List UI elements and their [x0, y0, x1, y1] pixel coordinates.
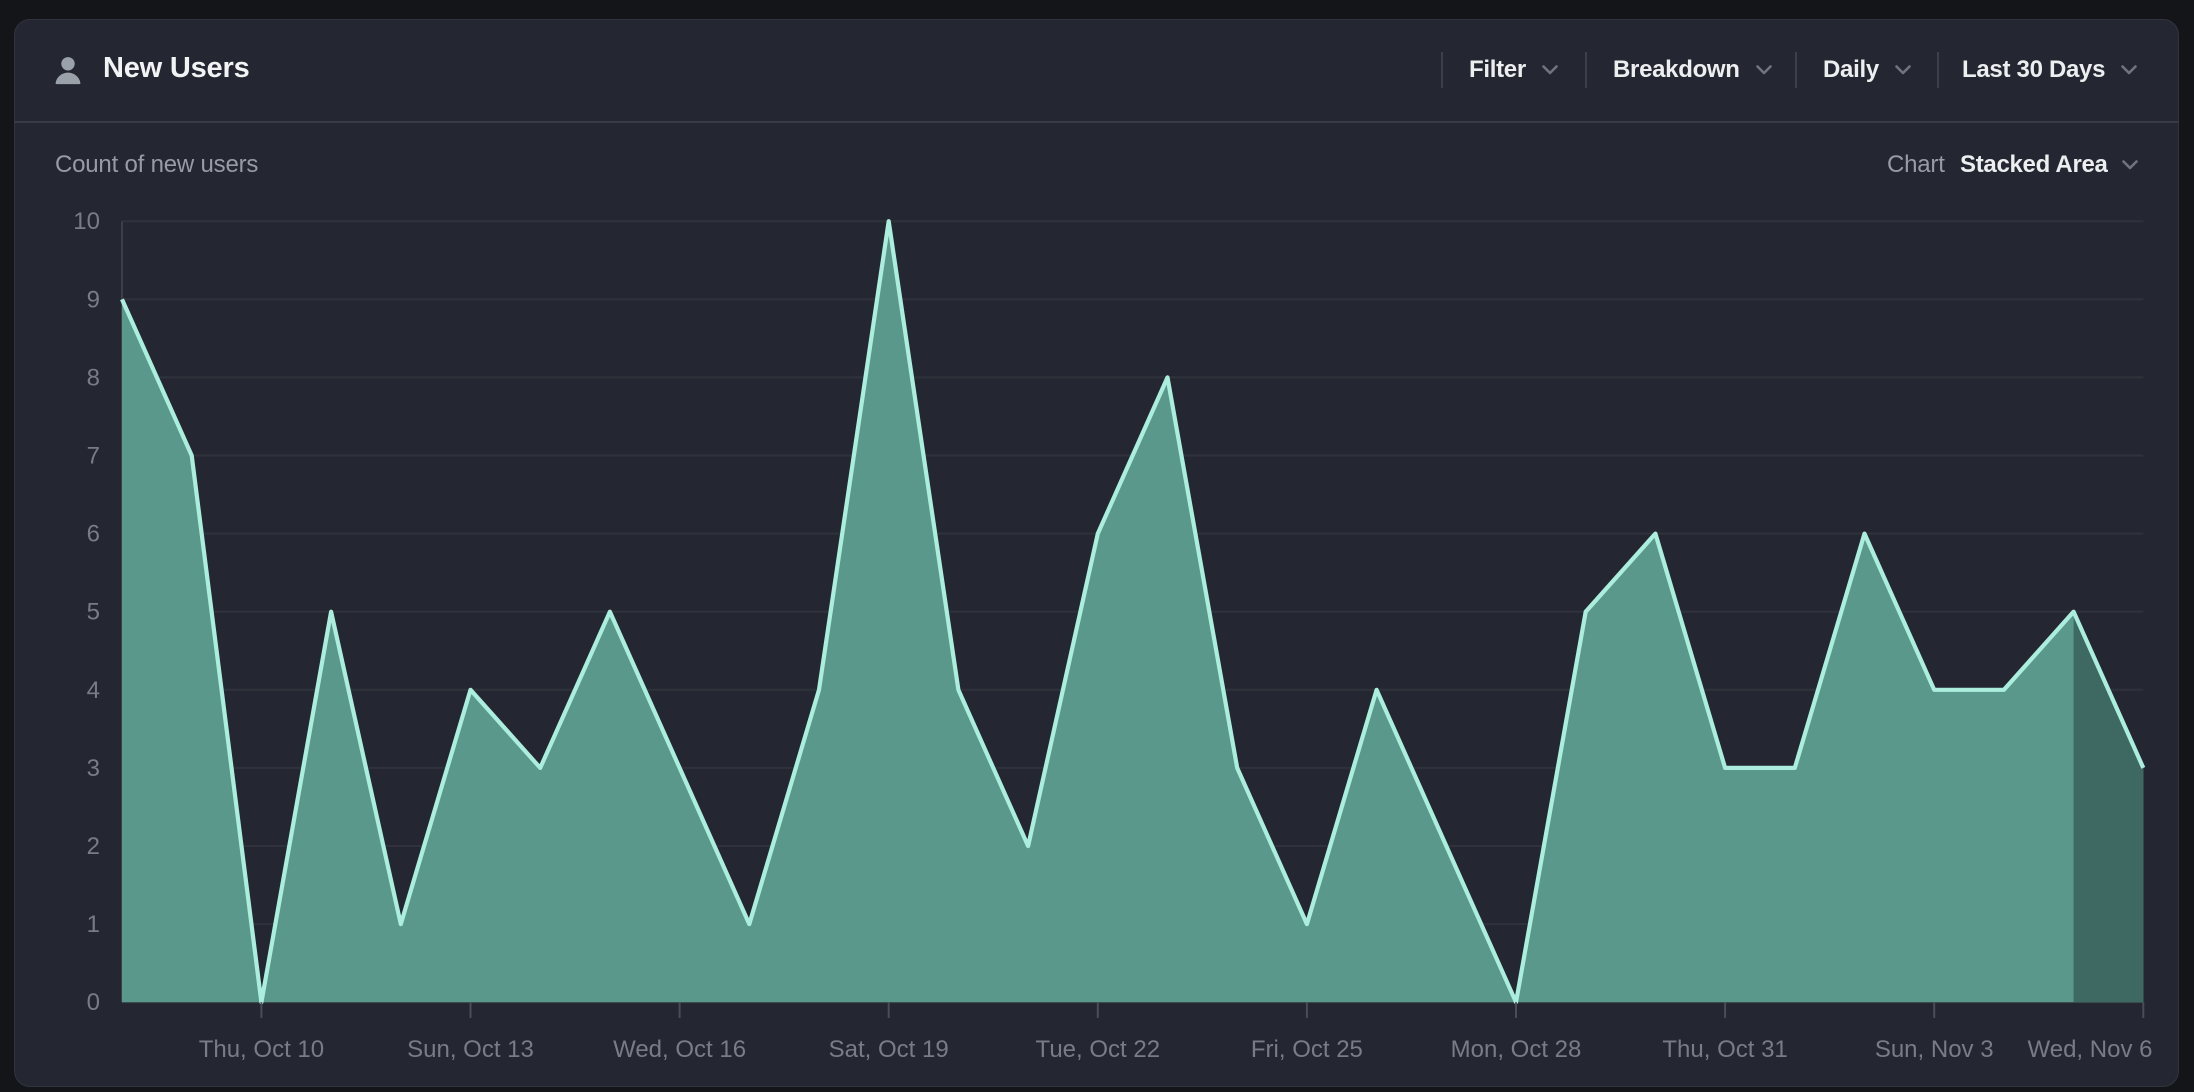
svg-text:Thu, Oct 10: Thu, Oct 10 — [199, 1036, 324, 1063]
svg-text:9: 9 — [87, 286, 100, 313]
svg-text:Thu, Oct 31: Thu, Oct 31 — [1662, 1036, 1787, 1063]
svg-text:5: 5 — [87, 599, 100, 626]
svg-text:Wed, Nov 6: Wed, Nov 6 — [2028, 1036, 2153, 1063]
svg-text:Fri, Oct 25: Fri, Oct 25 — [1251, 1036, 1363, 1063]
svg-text:7: 7 — [87, 443, 100, 470]
svg-text:4: 4 — [87, 677, 100, 704]
svg-text:10: 10 — [73, 208, 100, 235]
svg-text:2: 2 — [87, 833, 100, 860]
svg-text:Mon, Oct 28: Mon, Oct 28 — [1451, 1036, 1582, 1063]
svg-text:0: 0 — [87, 989, 100, 1016]
svg-text:Sun, Nov 3: Sun, Nov 3 — [1875, 1036, 1994, 1063]
svg-text:6: 6 — [87, 521, 100, 548]
svg-text:1: 1 — [87, 911, 100, 938]
svg-text:Sat, Oct 19: Sat, Oct 19 — [829, 1036, 949, 1063]
svg-text:Wed, Oct 16: Wed, Oct 16 — [613, 1036, 746, 1063]
svg-text:8: 8 — [87, 364, 100, 391]
svg-text:Sun, Oct 13: Sun, Oct 13 — [407, 1036, 534, 1063]
svg-text:Tue, Oct 22: Tue, Oct 22 — [1036, 1036, 1161, 1063]
svg-text:3: 3 — [87, 755, 100, 782]
